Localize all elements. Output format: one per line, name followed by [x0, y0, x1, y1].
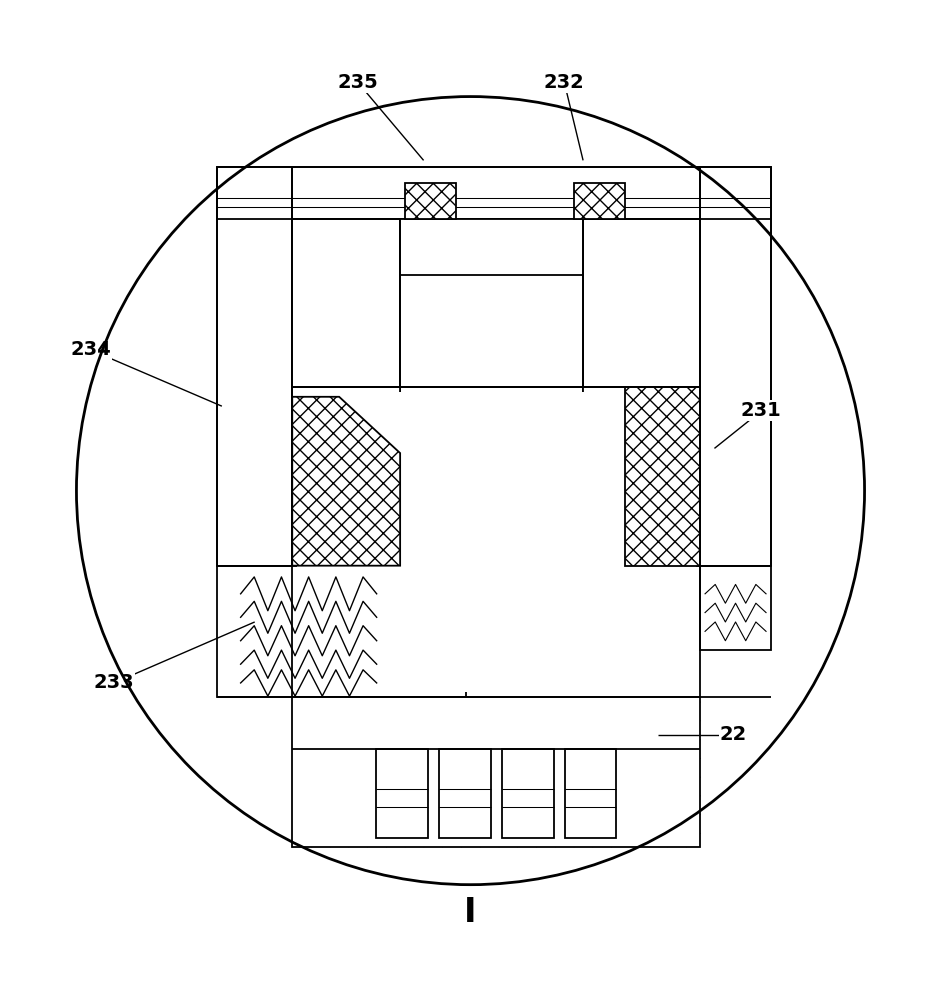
Bar [565, 749, 616, 838]
Bar [439, 749, 490, 838]
Bar [293, 219, 400, 387]
Bar [400, 219, 583, 275]
Text: 22: 22 [720, 725, 747, 744]
Polygon shape [293, 397, 400, 566]
Bar [217, 566, 466, 697]
Text: I: I [464, 896, 477, 929]
Bar [376, 749, 428, 838]
Bar [217, 167, 293, 566]
Bar [400, 387, 583, 566]
Text: 231: 231 [741, 401, 782, 420]
Bar [583, 387, 700, 566]
Text: 233: 233 [94, 673, 135, 692]
Bar [574, 183, 626, 219]
Text: 234: 234 [71, 340, 111, 359]
Bar [293, 697, 700, 847]
Bar [583, 219, 700, 387]
Bar [217, 167, 771, 219]
Text: 235: 235 [338, 73, 378, 92]
Bar [502, 749, 553, 838]
Bar [293, 387, 400, 566]
Polygon shape [626, 387, 700, 566]
Bar [405, 183, 456, 219]
Bar [700, 167, 771, 566]
Text: 232: 232 [544, 73, 584, 92]
Bar [700, 566, 771, 650]
Bar [297, 392, 695, 692]
Bar [400, 219, 583, 387]
